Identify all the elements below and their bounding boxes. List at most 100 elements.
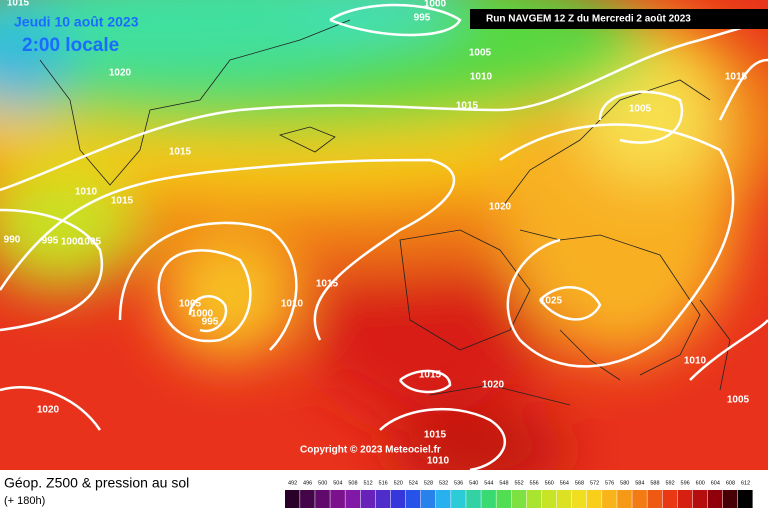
isobar-label: 990 [4,235,21,246]
legend-swatch [707,490,723,508]
run-info: Run NAVGEM 12 Z du Mercredi 2 août 2023 [486,14,691,25]
isobar-label: 1005 [469,48,492,59]
isobar-label: 1020 [109,68,132,79]
legend-swatch [526,490,542,508]
legend-label: 560 [545,480,554,486]
isobar-label: 1010 [470,72,493,83]
isobar-label: 1005 [629,104,652,115]
copyright: Copyright © 2023 Meteociel.fr [300,445,441,456]
isobar-label: 1015 [316,279,339,290]
legend-label: 532 [439,480,448,486]
legend-label: 600 [696,480,705,486]
legend-label: 496 [303,480,312,486]
legend-swatch [647,490,662,508]
legend-label: 536 [454,480,463,486]
legend-label: 596 [681,480,690,486]
footer-lead: (+ 180h) [4,495,45,507]
legend-swatch [541,490,557,508]
legend-label: 540 [469,480,478,486]
isobar-label: 1020 [482,380,505,391]
legend-swatch [436,490,451,508]
isobar-label: 995 [414,13,431,24]
legend-swatch [571,490,587,508]
legend-swatch [300,490,315,508]
isobar-label: 1005 [79,237,102,248]
forecast-date: Jeudi 10 août 2023 [14,14,139,30]
legend-swatch [285,490,300,508]
legend-label: 492 [288,480,297,486]
run-box [470,9,768,29]
legend-swatch [466,490,481,508]
legend-swatch [481,490,496,508]
isobar-label: 1015 [725,72,748,83]
legend: 492 496 500 504 508 512 516 520 524 528 532 536 540 5… [285,480,753,508]
isobar-label: 1010 [281,299,304,310]
legend-label: 608 [726,480,735,486]
legend-label: 500 [318,480,327,486]
legend-swatch [420,490,436,508]
legend-swatch [556,490,572,508]
legend-label: 516 [379,480,388,486]
legend-swatch [315,490,330,508]
field [0,0,768,470]
legend-swatch [602,490,617,508]
isobar-label: 1015 [419,370,442,381]
legend-swatch [496,490,511,508]
legend-label: 564 [560,480,569,486]
legend-label: 592 [665,480,674,486]
legend-swatch [677,490,693,508]
legend-label: 524 [409,480,418,486]
legend-swatch [405,490,421,508]
isobar-label: 1010 [75,187,98,198]
isobar-label: 1000 [191,309,214,320]
isobar-label: 1025 [540,296,563,307]
isobar-label: 1000 [61,237,84,248]
legend-swatch [722,490,738,508]
isobar-label: 1010 [427,456,450,467]
legend-swatch [617,490,632,508]
legend-label: 520 [394,480,403,486]
legend-label: 508 [348,480,357,486]
footer-title: Géop. Z500 & pression au sol [4,475,189,491]
isobar-label: 1005 [179,299,202,310]
isobar-label: 1015 [7,0,30,9]
isobar-label: 1005 [727,395,750,406]
legend-swatch [692,490,708,508]
legend-swatch [632,490,647,508]
isobar-label: 1010 [684,356,707,367]
legend-swatch [360,490,376,508]
legend-label: 576 [605,480,614,486]
legend-swatch [511,490,527,508]
isobar-label: 995 [202,317,219,328]
legend-swatch [662,490,678,508]
isobar-label: 1015 [456,101,479,112]
legend-label: 544 [484,480,493,486]
legend-swatch [451,490,466,508]
legend-label: 556 [530,480,539,486]
legend-swatch [375,490,391,508]
legend-label: 584 [635,480,644,486]
isobar-label: 995 [42,236,59,247]
isobar-label: 1000 [424,0,447,10]
legend-label: 512 [363,480,372,486]
isobar-label: 1015 [111,196,134,207]
isobar-label: 1020 [37,405,60,416]
legend-label: 568 [575,480,584,486]
local-time: 2:00 locale [22,35,119,56]
legend-label: 548 [499,480,508,486]
isobar-label: 1020 [489,202,512,213]
legend-label: 612 [741,480,750,486]
legend-swatch [330,490,345,508]
legend-label: 572 [590,480,599,486]
legend-label: 604 [711,480,720,486]
legend-swatch [390,490,406,508]
isobar-label: 1015 [169,147,192,158]
legend-label: 528 [424,480,433,486]
isobar-label: 1015 [424,430,447,441]
legend-swatch [345,490,360,508]
legend-label: 504 [333,480,342,486]
legend-label: 580 [620,480,629,486]
legend-label: 552 [514,480,523,486]
legend-label: 588 [650,480,659,486]
